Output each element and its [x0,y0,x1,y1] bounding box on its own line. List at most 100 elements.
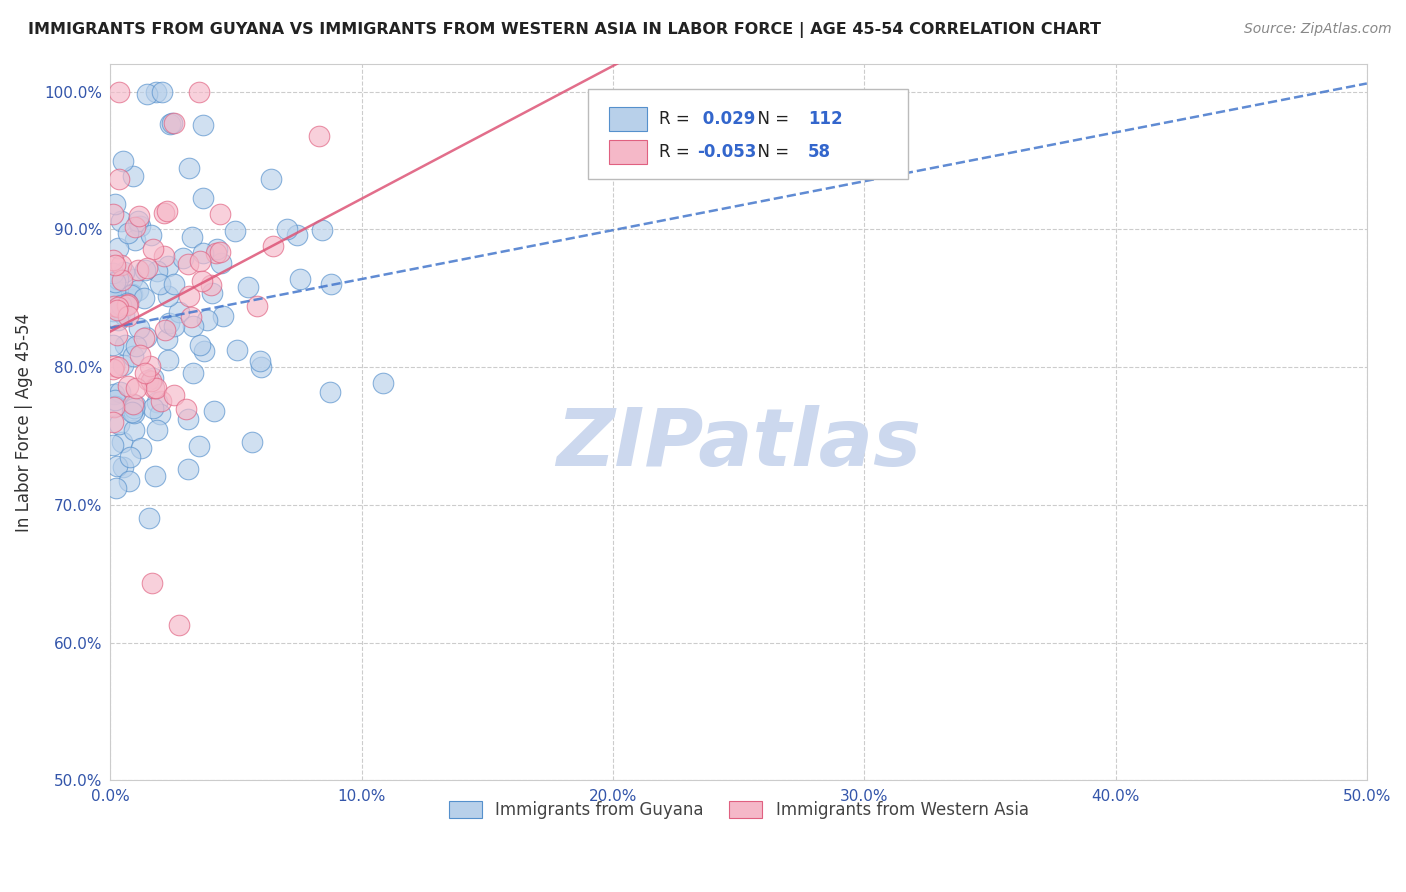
Point [201,286,224,301]
Point [319,277,342,292]
Point [163,388,186,402]
Point [128,321,150,335]
Point [152,206,174,220]
Point [134,366,156,380]
Point [103,299,125,313]
Text: ZIPatlas: ZIPatlas [557,405,921,483]
Point [246,299,269,313]
Point [101,438,124,452]
Point [193,343,215,358]
Point [142,401,165,416]
FancyBboxPatch shape [609,140,647,164]
Point [157,316,180,330]
Point [167,304,190,318]
Point [172,251,194,265]
Point [276,222,298,236]
Point [193,118,215,132]
Point [110,273,132,287]
Point [146,423,169,437]
Point [167,617,190,632]
Point [149,277,172,291]
Point [115,296,138,310]
Point [112,265,135,279]
Text: -0.053: -0.053 [697,143,756,161]
Point [127,283,149,297]
Text: N =: N = [748,143,794,161]
Point [145,85,167,99]
Point [249,354,271,368]
Point [191,245,214,260]
Point [125,381,148,395]
Point [104,285,127,299]
Y-axis label: In Labor Force | Age 45-54: In Labor Force | Age 45-54 [15,313,32,532]
Point [156,204,179,219]
Point [191,274,214,288]
Text: Source: ZipAtlas.com: Source: ZipAtlas.com [1244,22,1392,37]
Point [157,352,180,367]
Point [110,304,132,318]
Point [205,242,228,256]
Point [103,288,125,302]
Point [112,460,135,475]
Point [177,257,200,271]
Point [105,481,128,495]
Point [138,373,160,387]
Point [224,224,246,238]
Text: R =: R = [659,143,696,161]
Point [107,272,129,286]
Point [121,287,143,301]
Point [114,308,136,322]
Point [112,154,135,169]
Point [139,227,162,242]
Point [118,474,141,488]
Point [181,366,204,380]
Point [139,359,162,374]
Point [319,385,342,400]
Text: N =: N = [748,110,794,128]
Point [107,241,129,255]
Point [202,404,225,418]
Point [160,116,183,130]
Point [285,228,308,243]
Point [153,323,176,337]
Point [188,85,211,99]
Point [117,309,139,323]
Point [115,298,138,312]
Point [209,255,232,269]
Point [150,85,173,99]
Point [262,239,284,253]
Point [117,297,139,311]
Point [188,254,211,268]
FancyBboxPatch shape [588,89,908,178]
Point [104,258,127,272]
Point [311,223,333,237]
Point [188,338,211,352]
Point [145,264,167,278]
Point [181,318,204,333]
Point [101,266,124,280]
Point [146,395,169,409]
Point [107,301,129,315]
Point [141,575,163,590]
Text: 58: 58 [807,143,831,161]
Point [101,304,124,318]
Point [195,313,218,327]
Point [135,330,157,344]
Point [112,295,135,310]
Point [225,343,247,357]
Point [143,469,166,483]
Point [125,339,148,353]
Text: IMMIGRANTS FROM GUYANA VS IMMIGRANTS FROM WESTERN ASIA IN LABOR FORCE | AGE 45-5: IMMIGRANTS FROM GUYANA VS IMMIGRANTS FRO… [28,22,1101,38]
Point [259,172,281,186]
Point [103,401,125,415]
Point [103,387,125,401]
Point [103,359,125,374]
Point [142,242,165,256]
Point [121,397,143,411]
Point [138,511,160,525]
Point [236,279,259,293]
Point [132,331,155,345]
Point [108,296,131,310]
Point [114,338,136,352]
Point [120,288,142,302]
